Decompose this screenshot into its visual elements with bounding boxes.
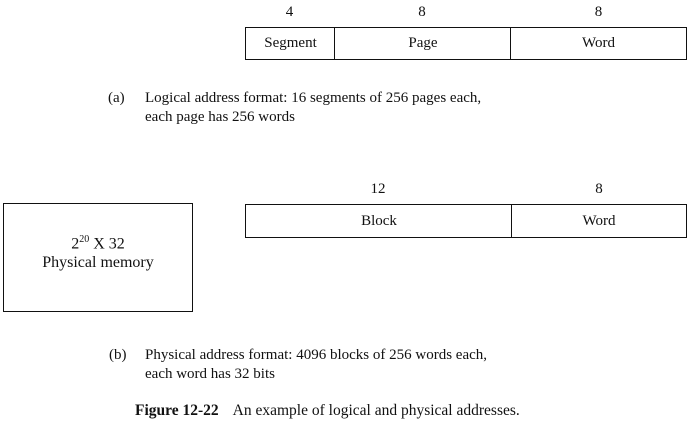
logical-caption-line1: Logical address format: 16 segments of 2…	[145, 90, 482, 106]
physical-memory-box: 220 X 32 Physical memory	[3, 203, 193, 312]
figure-caption: Figure 12-22 An example of logical and ph…	[135, 402, 520, 420]
word-bits: 8	[594, 4, 603, 20]
physical-word-bits: 8	[595, 181, 603, 197]
logical-caption-line2: each page has 256 words	[145, 109, 295, 125]
word-field: Word	[510, 27, 687, 60]
physical-word-field: Word	[511, 204, 687, 238]
physical-caption-line1: Physical address format: 4096 blocks of …	[145, 347, 488, 363]
block-field: Block	[245, 204, 513, 238]
figure-title: An example of logical and physical addre…	[232, 402, 520, 419]
logical-caption-tag: (a)	[108, 90, 125, 106]
physical-memory-size: 220 X 32	[4, 234, 192, 253]
segment-bits: 4	[285, 4, 294, 20]
memory-size-exponent: 20	[79, 234, 90, 245]
memory-size-rest: X 32	[89, 235, 125, 253]
page-bits: 8	[418, 4, 426, 20]
segment-field: Segment	[245, 27, 336, 60]
page-field: Page	[334, 27, 512, 60]
physical-caption-tag: (b)	[109, 347, 127, 363]
physical-memory-label: Physical memory	[42, 254, 154, 272]
memory-size-base: 2	[71, 235, 80, 253]
figure-number: Figure 12-22	[135, 402, 219, 419]
physical-caption-line2: each word has 32 bits	[145, 366, 275, 382]
block-bits: 12	[370, 181, 386, 197]
